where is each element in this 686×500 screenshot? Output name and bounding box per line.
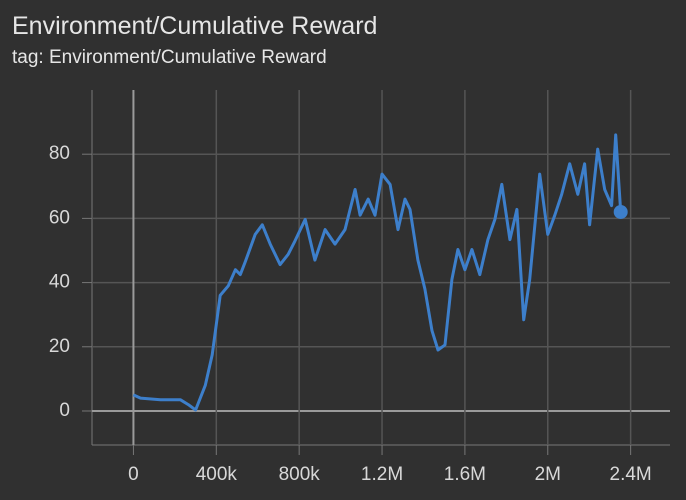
x-tick-label: 1.2M <box>361 464 403 485</box>
y-tick-label: 20 <box>49 336 70 357</box>
chart-subtitle: tag: Environment/Cumulative Reward <box>12 47 327 68</box>
x-tick-label: 0 <box>128 464 139 485</box>
chart-title: Environment/Cumulative Reward <box>12 12 377 40</box>
x-tick-label: 2M <box>535 464 561 485</box>
y-tick-label: 40 <box>49 272 70 293</box>
y-tick-label: 0 <box>59 400 70 421</box>
x-tick-label: 800k <box>279 464 321 485</box>
x-tick-label: 400k <box>196 464 238 485</box>
y-tick-label: 80 <box>49 143 70 164</box>
y-tick-label: 60 <box>49 207 70 228</box>
x-tick-label: 2.4M <box>610 464 652 485</box>
x-tick-label: 1.6M <box>444 464 486 485</box>
end-point <box>613 204 628 219</box>
line-series <box>132 133 623 412</box>
